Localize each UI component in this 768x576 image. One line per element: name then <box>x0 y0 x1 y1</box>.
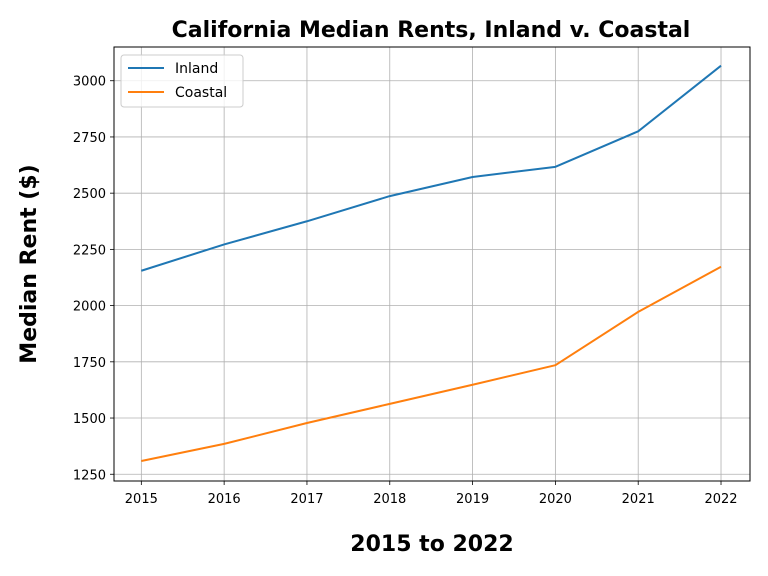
y-tick-label: 1750 <box>73 356 106 371</box>
legend-label-inland: Inland <box>175 61 218 77</box>
x-tick-label: 2019 <box>456 492 489 507</box>
y-axis-ticks: 1250 1500 1750 2000 2250 2500 2750 3000 <box>73 75 114 483</box>
y-tick-label: 1500 <box>73 412 106 427</box>
y-tick-label: 2500 <box>73 187 106 202</box>
y-tick-label: 2750 <box>73 131 106 146</box>
x-tick-label: 2016 <box>208 492 241 507</box>
x-tick-label: 2021 <box>622 492 655 507</box>
y-tick-label: 3000 <box>73 75 106 90</box>
legend-label-coastal: Coastal <box>175 85 227 101</box>
chart-title: California Median Rents, Inland v. Coast… <box>172 18 691 43</box>
y-tick-label: 2000 <box>73 300 106 315</box>
grid <box>114 47 750 481</box>
x-tick-label: 2022 <box>704 492 737 507</box>
x-axis-ticks: 2015 2016 2017 2018 2019 2020 2021 2022 <box>125 481 738 507</box>
y-tick-label: 2250 <box>73 243 106 258</box>
y-tick-label: 1250 <box>73 468 106 483</box>
y-axis-label: Median Rent ($) <box>17 164 42 363</box>
x-tick-label: 2015 <box>125 492 158 507</box>
plot-frame <box>113 46 751 482</box>
x-tick-label: 2018 <box>373 492 406 507</box>
x-axis-label: 2015 to 2022 <box>350 532 513 557</box>
series-lines <box>141 64 722 462</box>
series-line-inland <box>141 64 722 272</box>
legend: Inland Coastal <box>120 54 244 108</box>
x-tick-label: 2020 <box>539 492 572 507</box>
series-line-coastal <box>141 265 722 462</box>
x-tick-label: 2017 <box>290 492 323 507</box>
